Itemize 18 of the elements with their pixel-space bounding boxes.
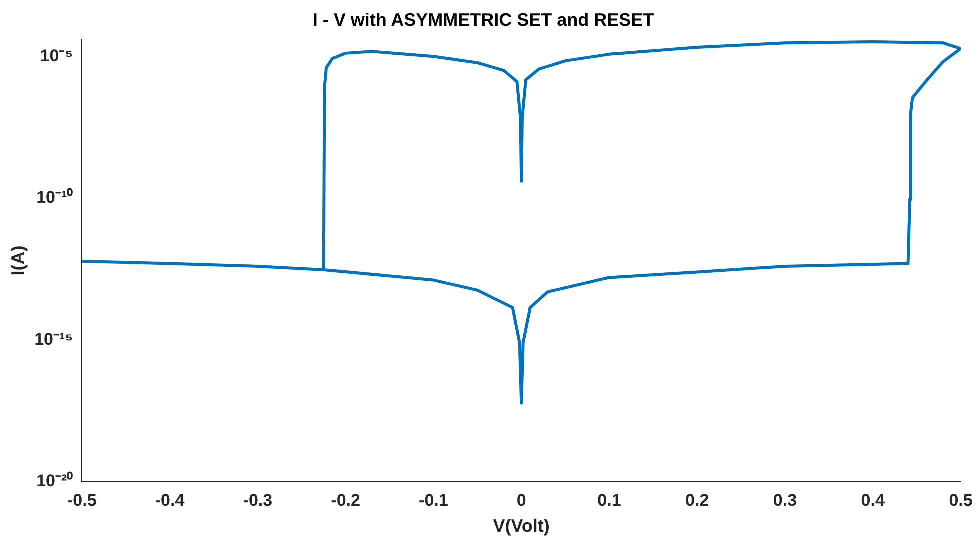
x-axis-title: V(Volt) [493,516,550,536]
x-tick-label: -0.1 [419,490,448,510]
x-tick-label: 0.2 [686,490,710,510]
x-tick-label: -0.2 [331,490,360,510]
y-tick-label: 10⁻¹⁰ [36,188,74,208]
x-tick-label: 0.4 [861,490,886,510]
x-tick-label: 0.5 [949,490,973,510]
x-tick-label: 0.3 [773,490,798,510]
x-tick-label: 0.1 [598,490,622,510]
x-tick-label: -0.5 [68,490,97,510]
x-tick-label: 0 [516,490,526,510]
x-tick-label: -0.4 [155,490,186,510]
chart-title: I - V with ASYMMETRIC SET and RESET [312,10,654,30]
x-tick-label: -0.3 [243,490,273,510]
y-axis-title: I(A) [8,246,28,276]
y-tick-label: 10⁻²⁰ [36,472,74,491]
y-tick-label: 10⁻¹⁵ [34,330,74,349]
y-tick-label: 10⁻⁵ [40,46,74,66]
